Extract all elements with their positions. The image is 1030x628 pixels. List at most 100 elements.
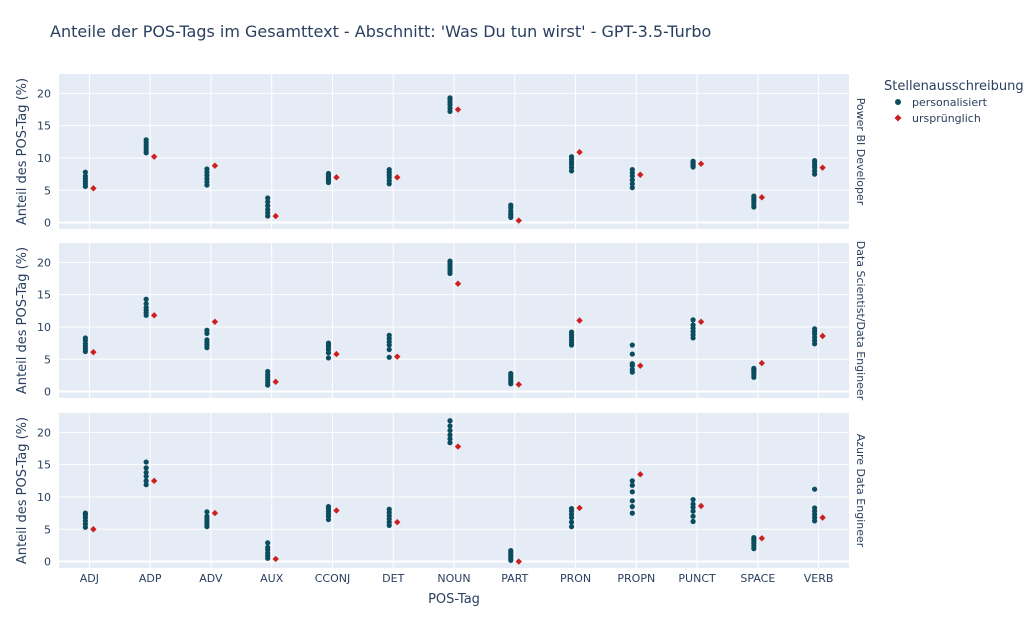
point-personalisiert <box>812 505 818 511</box>
x-tick-label: ADP <box>139 572 162 585</box>
point-personalisiert <box>143 465 149 471</box>
y-tick-label: 10 <box>37 491 51 504</box>
x-tick-label: ADV <box>199 572 223 585</box>
point-personalisiert <box>629 361 635 367</box>
y-tick-label: 5 <box>44 523 51 536</box>
chart-title: Anteile der POS-Tags im Gesamttext - Abs… <box>50 22 711 41</box>
point-personalisiert <box>812 486 818 492</box>
y-axis-title: Anteil des POS-Tag (%) <box>15 247 30 394</box>
x-tick-label: PUNCT <box>678 572 716 585</box>
point-personalisiert <box>325 170 332 177</box>
point-urspruenglich <box>697 318 705 325</box>
point-urspruenglich <box>515 381 522 388</box>
point-personalisiert <box>447 95 453 101</box>
point-personalisiert <box>690 158 696 164</box>
point-personalisiert <box>508 547 514 554</box>
point-personalisiert <box>265 199 271 205</box>
x-axis-title: POS-Tag <box>428 592 480 607</box>
facet-label: Azure Data Engineer <box>854 434 867 548</box>
point-urspruenglich <box>576 317 583 324</box>
point-urspruenglich <box>90 526 97 533</box>
legend-title: Stellenausschreibung <box>884 79 1024 94</box>
point-personalisiert <box>82 335 88 341</box>
point-personalisiert <box>568 505 575 512</box>
point-urspruenglich <box>272 555 279 563</box>
legend-marker-diamond <box>894 114 902 122</box>
point-personalisiert <box>386 166 392 173</box>
point-personalisiert <box>751 193 757 199</box>
point-urspruenglich <box>333 174 340 181</box>
point-urspruenglich <box>515 558 522 565</box>
point-urspruenglich <box>515 217 522 224</box>
y-tick-label: 0 <box>44 556 51 569</box>
point-personalisiert <box>204 337 210 343</box>
point-personalisiert <box>204 327 210 333</box>
legend-item: personalisiert <box>895 96 988 109</box>
point-personalisiert <box>690 496 696 503</box>
point-personalisiert <box>690 322 696 328</box>
point-personalisiert <box>690 317 696 323</box>
point-urspruenglich <box>819 164 826 171</box>
point-personalisiert <box>629 366 635 373</box>
point-personalisiert <box>629 166 635 173</box>
point-urspruenglich <box>637 471 644 478</box>
point-urspruenglich <box>394 174 401 181</box>
point-personalisiert <box>629 498 635 504</box>
point-personalisiert <box>325 355 332 361</box>
point-urspruenglich <box>211 318 219 325</box>
point-personalisiert <box>265 368 271 375</box>
y-tick-label: 0 <box>44 386 51 399</box>
facet-label: Power BI Developer <box>854 98 867 206</box>
x-tick-label: AUX <box>260 572 284 585</box>
point-urspruenglich <box>272 378 279 386</box>
x-tick-label: CCONJ <box>315 572 351 585</box>
point-urspruenglich <box>697 502 705 510</box>
point-personalisiert <box>325 340 332 346</box>
y-tick-label: 10 <box>37 152 51 165</box>
point-personalisiert <box>143 478 149 484</box>
point-personalisiert <box>629 510 635 516</box>
point-personalisiert <box>629 489 635 495</box>
point-personalisiert <box>690 501 696 507</box>
facet-panel: 0 5 10 15 20 Anteil des POS-Tag (%) Data Scien… <box>15 241 867 401</box>
point-personalisiert <box>629 478 635 484</box>
y-tick-label: 20 <box>37 87 51 100</box>
point-urspruenglich <box>637 362 644 369</box>
x-tick-label: PROPN <box>617 572 655 585</box>
point-personalisiert <box>447 418 453 424</box>
facet-label: Data Scientist/Data Engineer <box>854 241 867 401</box>
point-personalisiert <box>265 544 271 550</box>
point-urspruenglich <box>758 535 766 542</box>
point-personalisiert <box>751 535 757 541</box>
y-tick-label: 15 <box>37 289 51 302</box>
point-personalisiert <box>143 296 149 302</box>
x-tick-label: ADJ <box>80 572 99 585</box>
point-personalisiert <box>568 519 575 525</box>
point-personalisiert <box>447 440 453 446</box>
point-personalisiert <box>386 354 392 360</box>
point-urspruenglich <box>333 350 340 358</box>
x-tick-label: PART <box>501 572 528 585</box>
facets-layer: 0 5 10 15 20 Anteil des POS-Tag (%) Power BI D… <box>15 74 867 585</box>
point-personalisiert <box>690 513 696 519</box>
point-personalisiert <box>265 203 271 209</box>
y-tick-label: 20 <box>37 256 51 269</box>
point-personalisiert <box>447 436 453 442</box>
point-personalisiert <box>265 195 271 201</box>
point-urspruenglich <box>394 353 401 360</box>
point-personalisiert <box>265 540 271 546</box>
x-tick-label: SPACE <box>740 572 775 585</box>
legend: Stellenausschreibung personalisiert urspr… <box>884 79 1024 125</box>
point-personalisiert <box>386 332 392 338</box>
point-personalisiert <box>629 342 635 348</box>
point-personalisiert <box>82 169 88 175</box>
point-urspruenglich <box>576 504 583 512</box>
point-personalisiert <box>629 181 635 187</box>
point-personalisiert <box>143 469 149 476</box>
y-axis-title: Anteil des POS-Tag (%) <box>15 78 30 225</box>
point-personalisiert <box>812 326 818 332</box>
point-personalisiert <box>629 482 635 488</box>
point-urspruenglich <box>819 332 826 340</box>
point-personalisiert <box>690 508 696 514</box>
